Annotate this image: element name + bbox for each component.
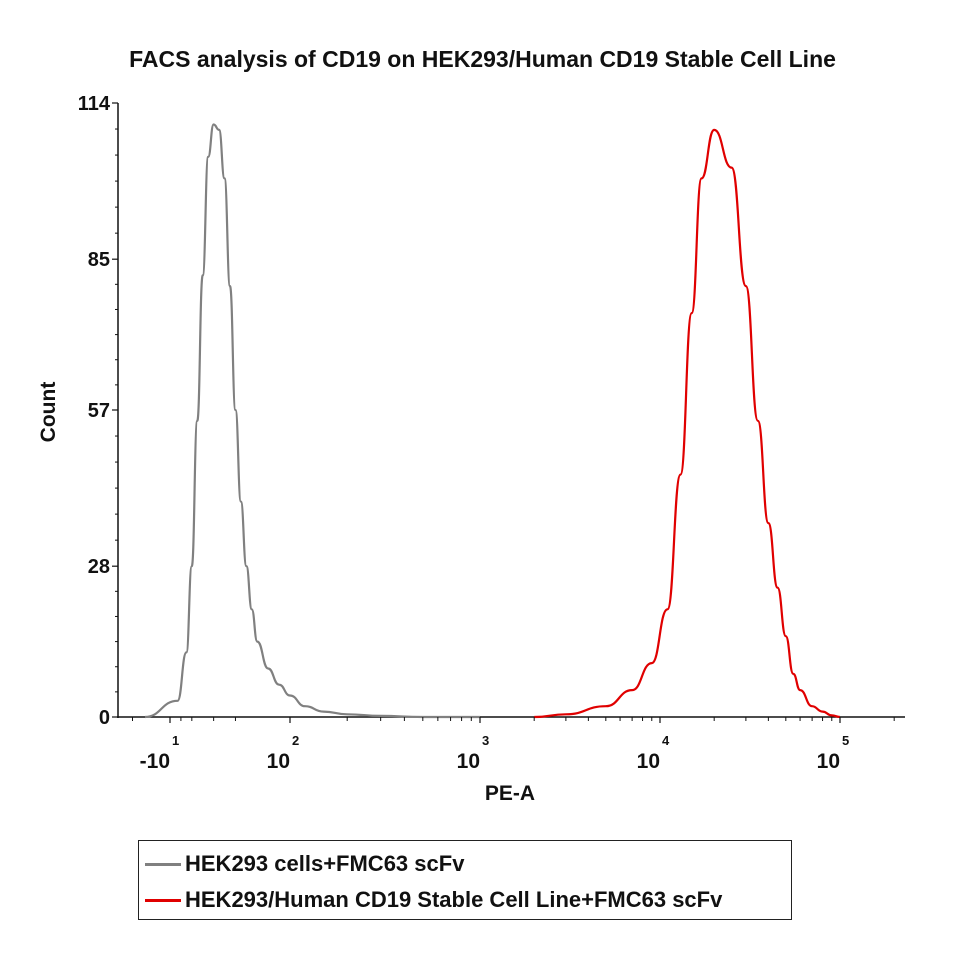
legend-item-cd19: HEK293/Human CD19 Stable Cell Line+FMC63… [145, 885, 722, 915]
x-tick-label: 10 [817, 750, 840, 773]
x-axis-title: PE-A [485, 782, 535, 805]
legend-label: HEK293/Human CD19 Stable Cell Line+FMC63… [185, 887, 723, 912]
x-tick-label: 10 [267, 750, 290, 773]
x-tick-label: 10 [457, 750, 480, 773]
x-tick-exponent: 5 [842, 733, 849, 748]
series-line-0 [144, 123, 480, 719]
x-tick-exponent: 4 [662, 733, 670, 748]
legend-item-hek293: HEK293 cells+FMC63 scFv [145, 849, 464, 879]
series-line-1 [534, 128, 841, 719]
x-tick-exponent: 3 [482, 733, 489, 748]
x-tick-exponent: 2 [292, 733, 299, 748]
x-tick-label: 10 [637, 750, 660, 773]
y-tick-label: 114 [78, 93, 111, 115]
series-layer [144, 123, 841, 719]
legend-label: HEK293 cells+FMC63 scFv [185, 851, 465, 876]
legend-swatch-red [145, 898, 181, 902]
legend: HEK293 cells+FMC63 scFv HEK293/Human CD1… [138, 840, 792, 920]
y-axis-title: Count [37, 382, 60, 443]
y-tick-label: 0 [99, 707, 110, 729]
x-tick-exponent: 1 [172, 733, 179, 748]
y-tick-label: 28 [88, 556, 110, 578]
y-tick-label: 85 [88, 249, 110, 271]
y-tick-label: 57 [88, 400, 110, 422]
x-tick-label: -10 [140, 750, 170, 773]
legend-swatch-gray [145, 862, 181, 866]
chart-title: FACS analysis of CD19 on HEK293/Human CD… [129, 46, 836, 72]
